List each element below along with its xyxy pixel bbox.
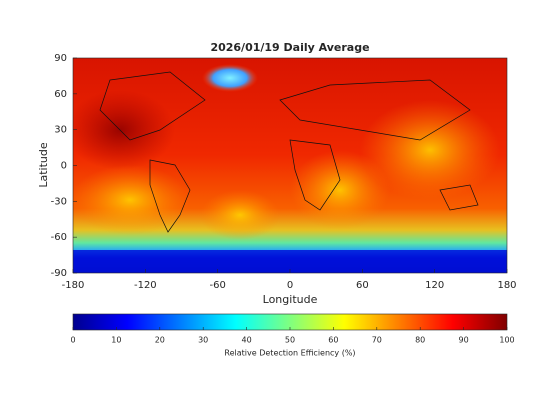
colorbar-tick-label: 70 [372, 336, 382, 345]
colorbar-tick-label: 20 [155, 336, 165, 345]
x-axis-label: Longitude [263, 293, 318, 306]
colorbar-tick-label: 40 [242, 336, 252, 345]
x-tick-label: -180 [62, 280, 85, 291]
colorbar-tick-label: 30 [198, 336, 208, 345]
colorbar-tick-label: 60 [328, 336, 338, 345]
y-tick-label: -60 [51, 232, 67, 243]
y-tick-label: -90 [51, 268, 67, 279]
y-tick-label: 30 [54, 125, 67, 136]
colorbar-tick-label: 100 [499, 336, 514, 345]
coastlines [99, 71, 479, 233]
x-tick-label: -120 [134, 280, 157, 291]
x-tick-label: 0 [287, 280, 293, 291]
y-axis-label: Latitude [37, 142, 50, 188]
x-tick-label: 180 [497, 280, 516, 291]
x-tick-label: -60 [209, 280, 225, 291]
x-tick-label: 120 [425, 280, 444, 291]
map-field [73, 58, 507, 273]
y-tick-label: 90 [54, 53, 67, 64]
y-tick-label: 60 [54, 89, 67, 100]
x-tick-label: 60 [356, 280, 369, 291]
colorbar-tick-label: 90 [459, 336, 469, 345]
colorbar-tick-label: 0 [70, 336, 75, 345]
colorbar-label: Relative Detection Efficiency (%) [224, 349, 355, 358]
chart-title: 2026/01/19 Daily Average [210, 41, 369, 54]
colorbar-tick-label: 80 [415, 336, 425, 345]
colorbar-tick-label: 50 [285, 336, 295, 345]
colorbar-tick-label: 10 [111, 336, 121, 345]
y-tick-label: -30 [51, 196, 67, 207]
y-tick-label: 0 [61, 161, 67, 172]
